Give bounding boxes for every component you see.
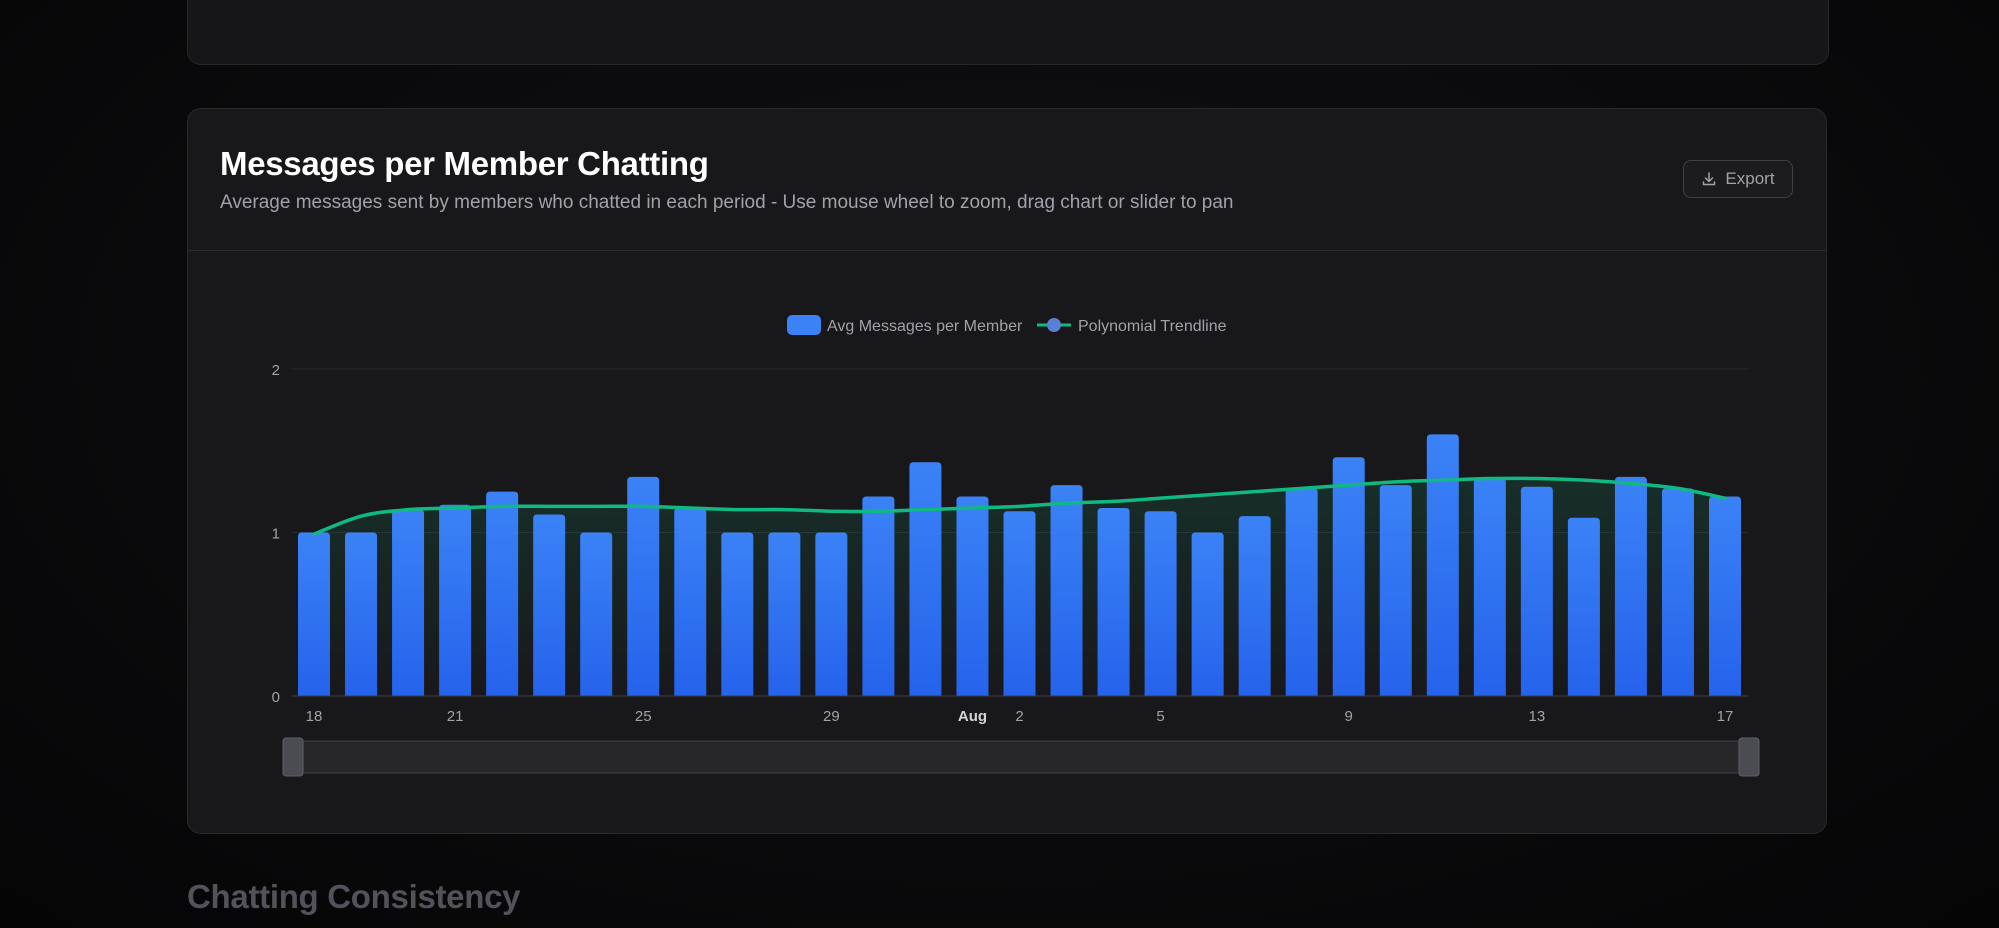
bar-aug-7[interactable] xyxy=(1238,516,1271,696)
messages-per-member-card: Messages per Member Chatting Average mes… xyxy=(187,108,1827,834)
legend-label-avg-messages[interactable]: Avg Messages per Member xyxy=(827,318,1023,335)
section-heading-chatting-consistency: Chatting Consistency xyxy=(187,878,521,915)
bar-jul-27[interactable] xyxy=(721,532,754,697)
export-label: Export xyxy=(1725,169,1775,188)
card-description: Average messages sent by members who cha… xyxy=(220,192,1234,213)
legend-label-trendline[interactable]: Polynomial Trendline xyxy=(1078,318,1227,335)
x-tick-label: 17 xyxy=(1717,708,1734,725)
x-tick-label: 25 xyxy=(635,708,652,725)
bar-jul-29[interactable] xyxy=(815,532,848,697)
export-button[interactable]: Export xyxy=(1683,160,1793,198)
bar-aug-13[interactable] xyxy=(1520,486,1553,696)
bar-aug-17[interactable] xyxy=(1709,496,1741,696)
bar-aug-6[interactable] xyxy=(1191,532,1224,697)
bar-aug-1[interactable] xyxy=(956,496,989,696)
bar-jul-28[interactable] xyxy=(768,532,801,697)
bar-jul-20[interactable] xyxy=(392,509,425,696)
x-tick-label: 9 xyxy=(1345,708,1353,725)
bar-aug-2[interactable] xyxy=(1003,511,1036,696)
bar-aug-11[interactable] xyxy=(1426,434,1459,696)
bar-jul-30[interactable] xyxy=(862,496,895,696)
x-tick-label: 18 xyxy=(306,708,323,725)
range-slider-right-handle[interactable] xyxy=(1738,737,1760,777)
bar-aug-8[interactable] xyxy=(1285,488,1318,696)
x-tick-label: 2 xyxy=(1015,708,1023,725)
x-tick-label: 5 xyxy=(1156,708,1164,725)
range-slider-left-handle[interactable] xyxy=(282,737,304,777)
x-tick-label: 13 xyxy=(1529,708,1546,725)
y-tick-label: 1 xyxy=(272,526,280,543)
bar-aug-15[interactable] xyxy=(1614,476,1647,696)
range-slider-track[interactable] xyxy=(282,740,1760,774)
y-tick-label: 0 xyxy=(272,689,280,706)
bar-jul-22[interactable] xyxy=(486,491,519,696)
bar-aug-12[interactable] xyxy=(1473,478,1506,696)
x-tick-label: 21 xyxy=(447,708,464,725)
bar-aug-16[interactable] xyxy=(1661,488,1694,696)
trendline xyxy=(312,476,1727,536)
download-icon xyxy=(1701,171,1717,187)
bar-jul-31[interactable] xyxy=(909,462,942,696)
x-tick-label: Aug xyxy=(958,708,987,725)
x-tick-label: 29 xyxy=(823,708,840,725)
bar-jul-24[interactable] xyxy=(580,532,613,697)
bar-jul-26[interactable] xyxy=(674,507,707,696)
bar-jul-21[interactable] xyxy=(439,504,472,696)
previous-card xyxy=(187,0,1829,65)
bar-jul-18[interactable] xyxy=(298,532,330,697)
y-tick-label: 2 xyxy=(272,362,280,379)
bar-jul-25[interactable] xyxy=(627,476,660,696)
legend-marker-dot xyxy=(1047,318,1061,332)
bar-aug-5[interactable] xyxy=(1144,511,1177,696)
bar-aug-9[interactable] xyxy=(1332,457,1365,696)
bar-aug-14[interactable] xyxy=(1567,517,1600,696)
legend-bar-swatch xyxy=(787,315,821,335)
bar-jul-23[interactable] xyxy=(533,514,566,696)
bar-aug-4[interactable] xyxy=(1097,507,1130,696)
card-header: Messages per Member Chatting Average mes… xyxy=(188,109,1826,251)
bar-jul-19[interactable] xyxy=(345,532,378,697)
card-title: Messages per Member Chatting xyxy=(220,145,709,182)
bar-aug-10[interactable] xyxy=(1379,485,1412,696)
bar-aug-3[interactable] xyxy=(1050,485,1083,696)
